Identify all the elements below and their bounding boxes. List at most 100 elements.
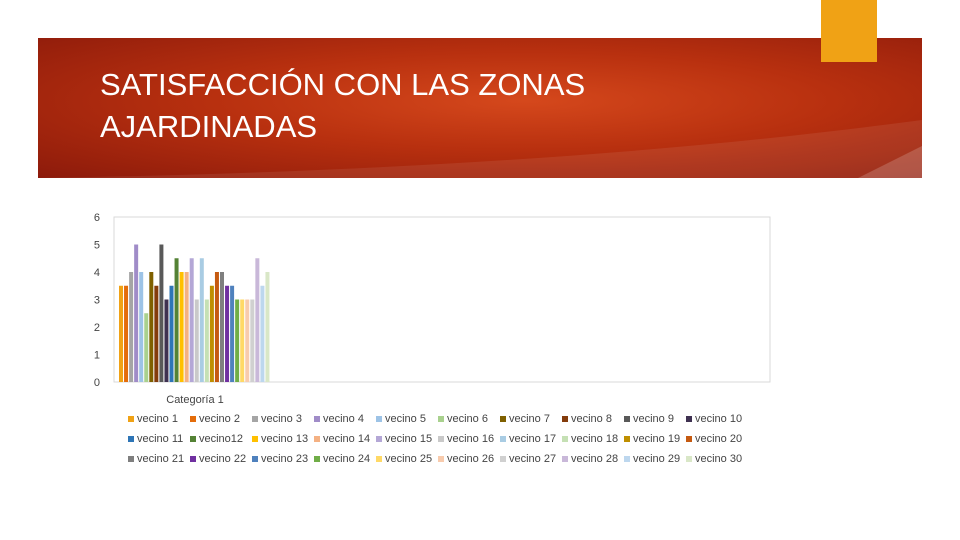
legend-label: vecino 21: [137, 453, 185, 465]
legend-swatch: [376, 456, 382, 462]
bar-vecino-30: [265, 272, 270, 382]
legend-item: vecino 10: [686, 412, 748, 426]
legend-swatch: [562, 416, 568, 422]
bar-vecino-27: [250, 299, 255, 382]
legend-label: vecino 13: [261, 433, 309, 445]
legend-item: vecino 28: [562, 452, 624, 466]
legend-label: vecino 9: [633, 413, 674, 425]
legend-label: vecino 17: [509, 433, 557, 445]
legend-label: vecino 22: [199, 453, 247, 465]
bar-vecino-16: [194, 299, 199, 382]
legend-label: vecino 4: [323, 413, 364, 425]
legend-swatch: [500, 456, 506, 462]
bar-vecino-20: [214, 272, 219, 382]
legend-item: vecino 14: [314, 432, 376, 446]
bar-vecino-14: [184, 272, 189, 382]
bar-vecino-26: [245, 299, 250, 382]
y-tick-label: 3: [94, 295, 100, 307]
bar-vecino-24: [235, 299, 240, 382]
legend-swatch: [252, 436, 258, 442]
y-tick-label: 6: [94, 212, 100, 224]
legend-item: vecino 22: [190, 452, 252, 466]
legend-item: vecino 4: [314, 412, 376, 426]
accent-block: [821, 0, 877, 62]
legend-swatch: [252, 416, 258, 422]
legend-swatch: [128, 456, 134, 462]
legend-swatch: [562, 456, 568, 462]
legend-label: vecino 28: [571, 453, 619, 465]
legend-label: vecino 16: [447, 433, 495, 445]
bar-vecino-11: [169, 285, 174, 382]
bar-vecino-21: [220, 272, 224, 382]
legend-item: vecino 25: [376, 452, 438, 466]
legend-swatch: [128, 416, 134, 422]
bar-vecino-10: [164, 299, 169, 382]
banner-decoration: [38, 120, 922, 178]
legend-item: vecino 23: [252, 452, 314, 466]
legend-swatch: [686, 456, 692, 462]
bar-vecino-6: [144, 313, 149, 382]
legend-label: vecino 8: [571, 413, 612, 425]
legend-item: vecino 19: [624, 432, 686, 446]
legend-label: vecino 19: [633, 433, 681, 445]
bar-vecino-17: [199, 258, 204, 382]
bar-vecino-23: [230, 285, 235, 382]
legend-label: vecino 24: [323, 453, 371, 465]
bar-vecino-28: [255, 258, 260, 382]
legend-swatch: [190, 456, 196, 462]
legend-swatch: [128, 436, 134, 442]
slide-title: SATISFACCIÓN CON LAS ZONAS AJARDINADAS: [100, 64, 740, 148]
legend-swatch: [190, 416, 196, 422]
legend-label: vecino 5: [385, 413, 426, 425]
legend-label: vecino 25: [385, 453, 433, 465]
legend-label: vecino 29: [633, 453, 681, 465]
legend-label: vecino 3: [261, 413, 302, 425]
legend-swatch: [686, 416, 692, 422]
bar-vecino-18: [204, 299, 209, 382]
legend-label: vecino 11: [137, 433, 184, 445]
bar-group: [119, 244, 270, 382]
legend-item: vecino 30: [686, 452, 748, 466]
legend-item: vecino 20: [686, 432, 748, 446]
legend-label: vecino 7: [509, 413, 550, 425]
legend-item: vecino 18: [562, 432, 624, 446]
slide-title-line1: SATISFACCIÓN CON LAS ZONAS: [100, 67, 586, 102]
bar-vecino-13: [179, 272, 184, 382]
legend-item: vecino 13: [252, 432, 314, 446]
legend-swatch: [438, 456, 444, 462]
legend-label: vecino 2: [199, 413, 240, 425]
bar-vecino-2: [124, 285, 129, 382]
category-label: Categoría 1: [166, 394, 223, 406]
legend-item: vecino 3: [252, 412, 314, 426]
y-tick-label: 4: [94, 267, 100, 279]
legend-label: vecino 20: [695, 433, 743, 445]
bar-vecino-8: [154, 285, 159, 382]
legend-swatch: [562, 436, 568, 442]
legend-item: vecino 24: [314, 452, 376, 466]
legend-swatch: [314, 436, 320, 442]
slide-title-line2: AJARDINADAS: [100, 109, 318, 144]
legend-label: vecino 14: [323, 433, 371, 445]
legend-label: vecino 6: [447, 413, 488, 425]
bar-vecino-7: [149, 272, 154, 382]
legend-item: vecino 29: [624, 452, 686, 466]
legend-item: vecino 6: [438, 412, 500, 426]
y-tick-label: 1: [94, 350, 100, 362]
banner-corner: [858, 146, 922, 178]
legend-item: vecino 2: [190, 412, 252, 426]
legend-swatch: [314, 416, 320, 422]
legend-swatch: [190, 436, 196, 442]
bar-vecino-22: [225, 285, 230, 382]
legend-item: vecino 1: [128, 412, 190, 426]
legend-swatch: [624, 436, 630, 442]
banner-curve: [38, 120, 922, 178]
legend-swatch: [624, 416, 630, 422]
legend-item: vecino12: [190, 432, 252, 446]
legend-item: vecino 15: [376, 432, 438, 446]
legend-label: vecino 23: [261, 453, 309, 465]
legend-item: vecino 5: [376, 412, 438, 426]
legend-swatch: [624, 456, 630, 462]
legend-item: vecino 27: [500, 452, 562, 466]
legend-label: vecino 1: [137, 413, 178, 425]
